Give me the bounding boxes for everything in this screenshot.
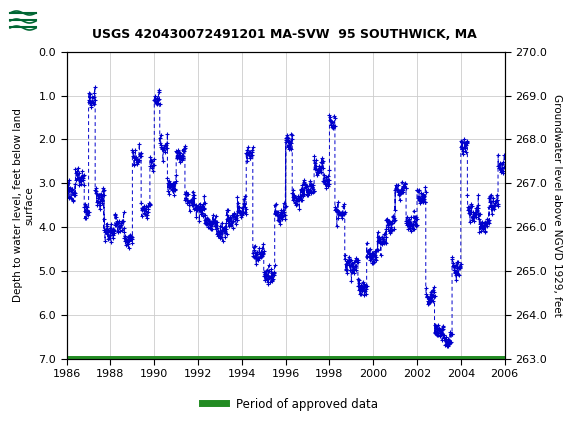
- Y-axis label: Groundwater level above NGVD 1929, feet: Groundwater level above NGVD 1929, feet: [552, 94, 563, 317]
- Text: USGS 420430072491201 MA-SVW  95 SOUTHWICK, MA: USGS 420430072491201 MA-SVW 95 SOUTHWICK…: [92, 28, 477, 41]
- Legend: Period of approved data: Period of approved data: [198, 393, 382, 415]
- Y-axis label: Depth to water level, feet below land
surface: Depth to water level, feet below land su…: [13, 108, 34, 302]
- Text: USGS: USGS: [42, 10, 102, 30]
- Bar: [8, 5, 38, 35]
